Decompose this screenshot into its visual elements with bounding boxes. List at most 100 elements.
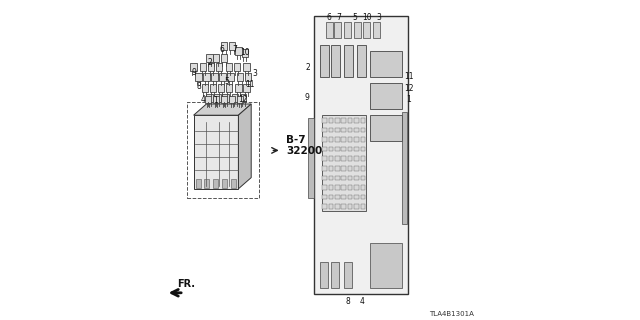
Bar <box>329 166 333 171</box>
Bar <box>329 147 333 151</box>
Bar <box>221 43 227 51</box>
Bar <box>402 112 408 224</box>
Text: 1: 1 <box>406 95 412 104</box>
Bar <box>210 84 216 92</box>
Text: 2: 2 <box>207 58 212 67</box>
Bar <box>348 185 352 190</box>
Bar <box>342 137 346 142</box>
Bar <box>335 166 340 171</box>
Text: 6: 6 <box>220 45 225 54</box>
Bar <box>355 118 359 123</box>
Bar <box>208 63 214 71</box>
Text: 4: 4 <box>359 297 364 306</box>
Bar <box>348 195 352 199</box>
Bar <box>348 147 352 151</box>
Polygon shape <box>193 115 239 189</box>
Bar <box>361 147 365 151</box>
Bar <box>342 176 346 180</box>
Bar <box>320 262 328 288</box>
Bar <box>232 94 239 102</box>
Text: 6: 6 <box>326 13 331 22</box>
Bar <box>342 118 346 123</box>
Bar <box>348 156 352 161</box>
Bar <box>355 128 359 132</box>
Bar <box>355 137 359 142</box>
Bar <box>326 22 333 38</box>
Bar <box>329 128 333 132</box>
Bar <box>206 54 212 62</box>
Bar <box>243 84 250 92</box>
Bar <box>335 176 340 180</box>
Bar <box>329 118 333 123</box>
Bar <box>329 204 333 209</box>
Bar <box>348 118 352 123</box>
Bar <box>348 166 352 171</box>
Text: 3: 3 <box>252 69 257 78</box>
Bar <box>335 195 340 199</box>
Bar <box>370 51 402 77</box>
Bar <box>344 45 353 77</box>
Bar <box>342 204 346 209</box>
Bar <box>329 195 333 199</box>
Bar <box>320 45 329 77</box>
Bar <box>348 128 352 132</box>
Bar <box>323 185 327 190</box>
Bar <box>355 156 359 161</box>
Text: 7: 7 <box>336 13 341 22</box>
Bar <box>195 74 202 82</box>
Bar <box>329 137 333 142</box>
Bar <box>223 94 229 102</box>
Bar <box>335 204 340 209</box>
Bar <box>191 63 197 71</box>
Bar <box>329 185 333 190</box>
Bar <box>323 166 327 171</box>
Bar <box>335 156 340 161</box>
Bar <box>214 94 221 102</box>
Text: 2: 2 <box>306 63 310 72</box>
Text: 12: 12 <box>404 84 413 92</box>
Bar <box>213 179 218 188</box>
Bar <box>240 94 246 102</box>
Bar <box>342 156 346 161</box>
Bar <box>237 74 243 82</box>
Bar <box>348 204 352 209</box>
Bar <box>344 262 352 288</box>
Bar <box>355 147 359 151</box>
Text: 9: 9 <box>305 93 310 102</box>
Bar <box>355 204 359 209</box>
Bar <box>361 176 365 180</box>
Bar <box>335 185 340 190</box>
Bar <box>357 45 366 77</box>
Text: 4: 4 <box>201 95 205 104</box>
Bar <box>364 22 370 38</box>
Text: 5: 5 <box>225 77 230 86</box>
Bar <box>234 63 240 71</box>
Bar <box>361 166 365 171</box>
Bar <box>227 74 234 82</box>
Bar <box>361 128 365 132</box>
Text: 9: 9 <box>191 68 196 76</box>
Bar <box>342 166 346 171</box>
Bar <box>204 74 210 82</box>
Bar <box>218 84 224 92</box>
Text: 11: 11 <box>245 80 254 89</box>
Bar <box>344 22 351 38</box>
Text: 5: 5 <box>353 13 358 22</box>
Text: 8: 8 <box>346 297 350 306</box>
Bar <box>355 166 359 171</box>
Bar <box>323 118 327 123</box>
Bar <box>226 63 232 71</box>
Bar <box>323 204 327 209</box>
Bar <box>187 102 259 198</box>
Text: 11: 11 <box>404 72 413 81</box>
Bar <box>204 179 209 188</box>
Bar <box>342 128 346 132</box>
Bar <box>335 128 340 132</box>
Bar <box>348 176 352 180</box>
Bar <box>372 22 380 38</box>
Bar <box>226 84 232 92</box>
Bar <box>196 179 201 188</box>
Bar <box>335 137 340 142</box>
Bar <box>348 137 352 142</box>
Bar <box>332 262 339 288</box>
